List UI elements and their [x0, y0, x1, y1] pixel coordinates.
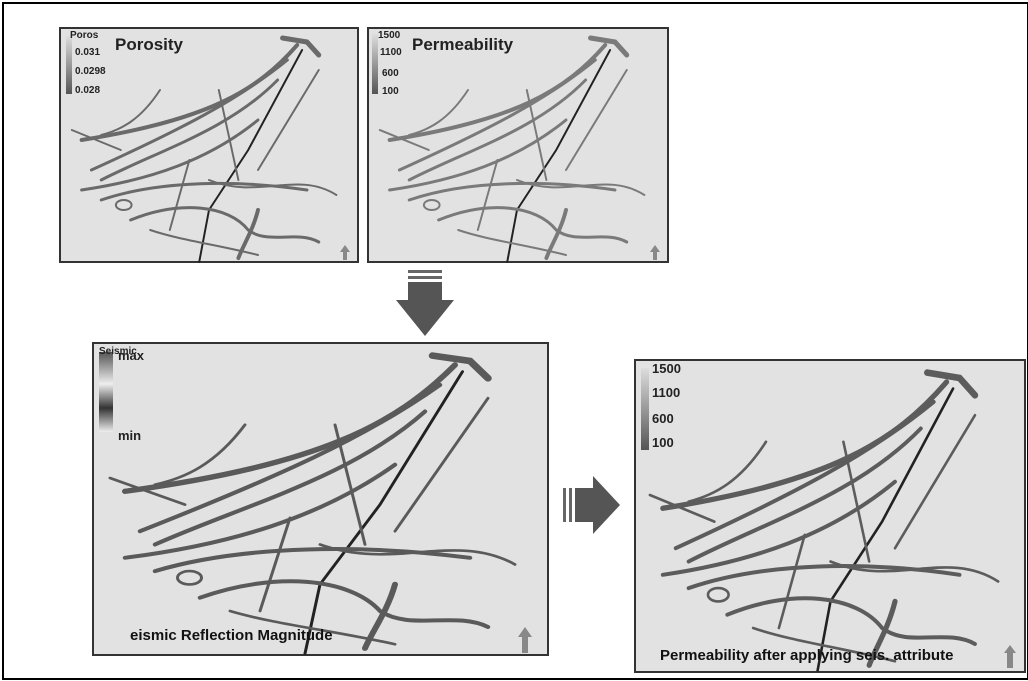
- panel-permeability: 1500 1100 600 100 Permeability: [368, 28, 668, 262]
- panel-title: Porosity: [115, 35, 184, 54]
- legend-label: 1100: [652, 385, 680, 400]
- panel-permeability-seismic: 1500 1100 600 100 Permeability after app…: [635, 360, 1025, 672]
- figure: Poros 0.031 0.0298 0.028 Porosity 1500 1…: [0, 0, 1028, 681]
- legend-header: 1500: [652, 361, 681, 376]
- panel-caption: Permeability after applying seis. attrib…: [660, 647, 953, 664]
- legend-label: 1100: [380, 47, 402, 58]
- legend-label: 0.031: [75, 47, 100, 58]
- panel-caption: eismic Reflection Magnitude: [130, 627, 333, 644]
- panel-seismic: Seismic max min eismic Reflection Magnit…: [93, 343, 548, 655]
- legend-header: 1500: [378, 30, 401, 41]
- legend-label: 600: [652, 411, 674, 426]
- legend-label: min: [118, 428, 141, 443]
- legend-label: 600: [382, 68, 399, 79]
- legend-label: max: [118, 348, 145, 363]
- panel-porosity: Poros 0.031 0.0298 0.028 Porosity: [60, 28, 358, 262]
- legend-label: 100: [382, 86, 399, 97]
- legend-header: Poros: [70, 30, 99, 41]
- panel-title: Permeability: [412, 35, 514, 54]
- legend-label: 0.0298: [75, 66, 106, 77]
- legend-label: 0.028: [75, 85, 100, 96]
- legend-label: 100: [652, 435, 674, 450]
